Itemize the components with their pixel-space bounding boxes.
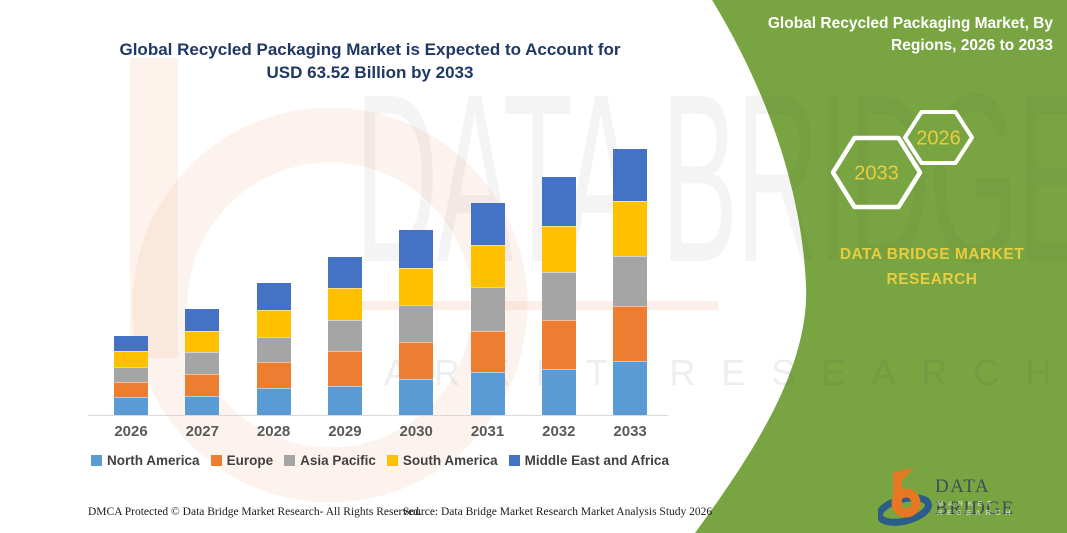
x-axis-label-2030: 2030 <box>399 423 433 440</box>
legend-label: South America <box>402 453 498 468</box>
x-axis-label-2026: 2026 <box>114 423 148 440</box>
legend-label: Europe <box>226 453 274 468</box>
bar-segment-2026 <box>114 336 148 352</box>
legend-item: Middle East and Africa <box>508 453 669 468</box>
bar-segment-2028 <box>256 309 291 337</box>
bar-segment-2029 <box>327 319 362 351</box>
bar-segment-2026 <box>114 351 148 368</box>
side-panel-shape <box>695 0 1067 533</box>
bar-segment-2031 <box>470 331 505 373</box>
side-panel-title: Global Recycled Packaging Market, By Reg… <box>735 13 1053 58</box>
bar-segment-2033 <box>613 305 648 361</box>
source-note: Source: Data Bridge Market Research Mark… <box>403 506 713 518</box>
bar-segment-2027 <box>185 351 220 374</box>
bar-segment-2033 <box>613 255 648 306</box>
bar-2029 <box>327 256 362 415</box>
x-axis-label-2029: 2029 <box>328 423 362 440</box>
bar-segment-2033 <box>613 201 648 256</box>
dmca-notice: DMCA Protected © Data Bridge Market Rese… <box>88 506 422 518</box>
x-axis-line <box>88 415 668 416</box>
legend-label: Middle East and Africa <box>524 453 669 468</box>
legend-item: North America <box>91 453 200 468</box>
legend-swatch <box>508 455 520 466</box>
bar-segment-2033 <box>613 148 648 202</box>
bar-segment-2028 <box>256 361 291 388</box>
bar-segment-2032 <box>541 272 576 321</box>
legend-label: Asia Pacific <box>300 453 376 468</box>
bar-segment-2028 <box>256 336 291 362</box>
bar-2026 <box>114 336 148 415</box>
brand-text-line2: RESEARCH <box>886 270 978 288</box>
bar-segment-2026 <box>114 397 148 415</box>
bar-segment-2032 <box>541 368 576 415</box>
bar-segment-2031 <box>470 286 505 332</box>
bar-2031 <box>470 202 505 415</box>
chart-legend: North America Europe Asia Pacific South Ame… <box>55 453 705 468</box>
bar-segment-2027 <box>185 308 220 331</box>
x-axis-label-2033: 2033 <box>613 423 647 440</box>
bar-segment-2032 <box>541 226 576 273</box>
stacked-bar-plot-area <box>88 130 670 415</box>
chart-title-line2: USD 63.52 Billion by 2033 <box>266 63 474 83</box>
bar-segment-2030 <box>399 341 434 379</box>
hexagon-2033-label: 2033 <box>854 163 899 185</box>
bar-segment-2032 <box>541 320 576 369</box>
side-panel-brand-text: DATA BRIDGE MARKET RESEARCH <box>812 243 1052 293</box>
bar-segment-2026 <box>114 381 148 398</box>
bar-segment-2031 <box>470 372 505 415</box>
bar-segment-2032 <box>541 176 576 227</box>
bar-2027 <box>185 308 220 415</box>
legend-item: South America <box>386 453 498 468</box>
hexagon-2026-label: 2026 <box>916 128 961 150</box>
bar-segment-2029 <box>327 256 362 288</box>
brand-text-line1: DATA BRIDGE MARKET <box>839 246 1025 263</box>
bar-segment-2030 <box>399 230 434 268</box>
bar-segment-2030 <box>399 267 434 305</box>
bar-segment-2031 <box>470 202 505 245</box>
legend-swatch <box>91 455 103 466</box>
hexagon-2033 <box>830 135 923 210</box>
bar-segment-2031 <box>470 244 505 287</box>
x-axis-label-2031: 2031 <box>470 423 505 440</box>
bar-segment-2029 <box>327 350 362 386</box>
logo-subtitle: MARKET RESEARCH <box>937 499 1016 517</box>
logo-wordmark: DATA BRIDGE <box>935 476 1015 519</box>
x-axis-label-2032: 2032 <box>542 423 576 440</box>
bar-2032 <box>541 176 576 415</box>
x-axis-labels: 2026 2027 2028 2029 2030 2031 2032 2033 <box>88 423 670 443</box>
bar-segment-2030 <box>399 379 434 415</box>
legend-swatch <box>284 455 296 466</box>
bar-segment-2027 <box>185 373 220 396</box>
data-bridge-logo: DATA BRIDGE MARKET RESEARCH <box>878 466 1058 528</box>
bar-segment-2029 <box>327 385 362 415</box>
legend-swatch <box>386 455 398 466</box>
data-bridge-logo-mark <box>878 468 932 526</box>
legend-swatch <box>210 455 222 466</box>
bar-segment-2028 <box>256 387 291 415</box>
bar-segment-2029 <box>327 287 362 320</box>
bar-segment-2027 <box>185 330 220 352</box>
x-axis-label-2027: 2027 <box>185 423 219 440</box>
chart-title: Global Recycled Packaging Market is Expe… <box>70 38 670 85</box>
side-panel-title-line2: Regions, 2026 to 2033 <box>891 37 1053 55</box>
legend-item: Europe <box>210 453 274 468</box>
bar-2030 <box>399 230 434 415</box>
bar-segment-2026 <box>114 367 148 382</box>
year-hexagons: 2033 2026 <box>830 110 974 210</box>
legend-label: North America <box>107 453 200 468</box>
bar-segment-2030 <box>399 304 434 342</box>
bar-2033 <box>613 148 648 415</box>
hexagon-2026 <box>903 110 974 165</box>
chart-title-line1: Global Recycled Packaging Market is Expe… <box>119 40 621 59</box>
bar-segment-2028 <box>256 282 291 310</box>
bar-2028 <box>256 282 291 415</box>
legend-item: Asia Pacific <box>284 453 376 468</box>
bar-segment-2033 <box>613 360 648 415</box>
side-panel-title-line1: Global Recycled Packaging Market, By <box>767 15 1053 32</box>
bar-segment-2027 <box>185 395 220 415</box>
x-axis-label-2028: 2028 <box>256 423 291 440</box>
